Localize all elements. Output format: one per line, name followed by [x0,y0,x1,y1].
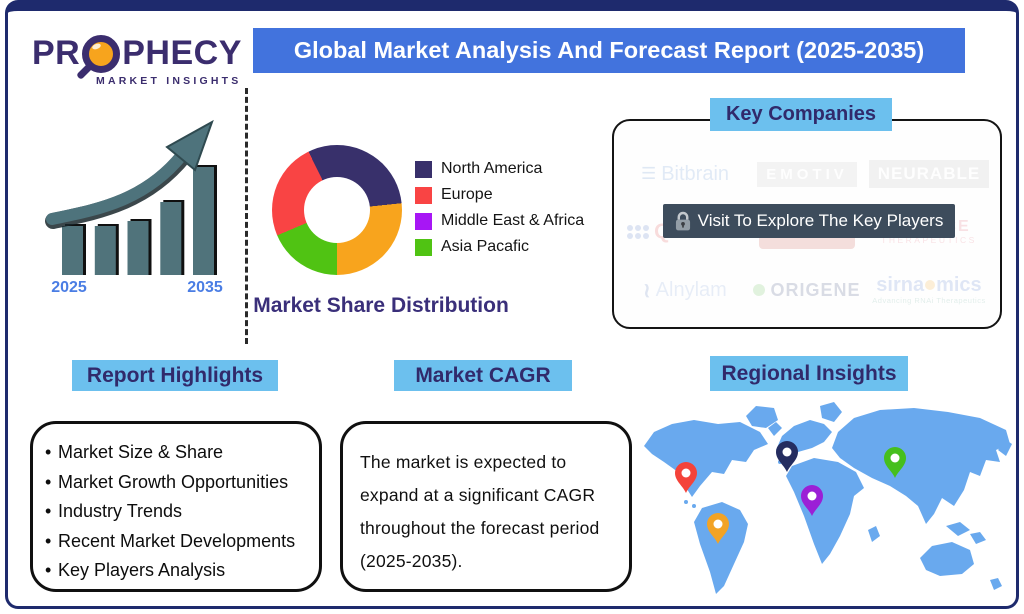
origene-green-icon [753,284,766,296]
market-share-caption: Market Share Distribution [253,294,509,317]
legend-swatch [415,160,432,178]
legend-swatch [415,238,432,256]
island-japan [998,440,1012,456]
arrow-curve-top [46,149,188,225]
legend-label: Middle East & Africa [441,212,585,229]
legend-label: Europe [441,186,493,203]
continent-africa [786,458,864,564]
market-cagr-header: Market CAGR [394,360,572,391]
donut-hole [304,177,370,243]
world-map [644,402,1012,594]
year-label-start: 2025 [51,279,87,296]
market-share-donut [272,145,402,275]
sirnaomics-dot-icon [925,280,936,291]
highlight-item: Industry Trends [45,497,311,527]
bitbrain-icon: ☰ [640,164,657,183]
map-pin-north-america [675,462,697,493]
market-cagr-text: The market is expected to expand at a si… [360,452,600,571]
continent-australia [920,542,974,576]
highlight-item: Market Size & Share [45,438,311,468]
map-pin-asia [884,447,906,478]
company-logo-origene: ORIGENE [753,280,860,301]
continents [644,402,1012,594]
company-logo-bitbrain: ☰ Bitbrain [640,162,730,185]
map-pin-south-america [707,513,729,544]
islands-southeast-asia [946,522,970,536]
prophecy-logo: PR PHECY MARKET INSIGHTS [32,34,242,87]
regional-insights-header: Regional Insights [710,356,908,391]
continent-asia [832,408,1010,524]
market-cagr-box: The market is expected to expand at a si… [340,421,632,592]
alnylam-swoosh-icon: ≀ [643,279,651,302]
logo-text-suffix: PHECY [122,34,242,72]
legend-label: Asia Pacafic [441,238,530,255]
padlock-icon [675,211,690,231]
legend-swatch [415,186,432,204]
region-scandinavia [820,402,842,422]
visit-key-players-button[interactable]: Visit To Explore The Key Players [663,204,955,238]
island-new-zealand [990,578,1002,590]
qiagen-dots-icon [627,225,650,239]
dashed-divider [245,88,248,344]
legend-label: North America [441,160,543,177]
donut-legend: North America Europe Middle East & Afric… [415,160,584,256]
highlight-item: Recent Market Developments [45,527,311,557]
legend-swatch [415,212,432,230]
report-highlights-list: Market Size & Share Market Growth Opport… [33,438,319,586]
company-logo-emotiv: EMOTIV [757,161,857,187]
arrow-head [165,119,214,172]
legend-item-north-america: North America [415,160,584,178]
visit-key-players-label: Visit To Explore The Key Players [697,211,944,230]
legend-item-middle-east-africa: Middle East & Africa [415,212,584,230]
title-banner: Global Market Analysis And Forecast Repo… [253,28,965,73]
bars [62,167,214,275]
island-madagascar [868,526,880,542]
highlight-item: Market Growth Opportunities [45,468,311,498]
island-greenland [746,406,778,428]
growth-bars-arrow-graphic [45,119,217,275]
logo-tagline: MARKET INSIGHTS [96,75,242,87]
year-label-end: 2035 [187,279,223,296]
highlight-item: Key Players Analysis [45,556,311,586]
company-logo-alnylam: ≀ Alnylam [643,278,727,302]
map-pin-europe [776,441,798,472]
company-logo-sirnaomics: sirna mics Advancing RNAi Therapeutics [872,274,986,306]
island-uk [768,422,782,436]
report-highlights-box: Market Size & Share Market Growth Opport… [30,421,322,592]
map-pin-africa [801,485,823,516]
report-highlights-header: Report Highlights [72,360,278,391]
logo-text-prefix: PR [32,34,81,72]
key-companies-header: Key Companies [710,98,892,131]
company-logo-neurable: NEURABLE [868,160,990,188]
continent-north-america [644,420,768,497]
islands-indonesia [970,532,986,544]
legend-item-europe: Europe [415,186,584,204]
magnifier-icon [82,34,121,73]
legend-item-asia-pacific: Asia Pacafic [415,238,584,256]
